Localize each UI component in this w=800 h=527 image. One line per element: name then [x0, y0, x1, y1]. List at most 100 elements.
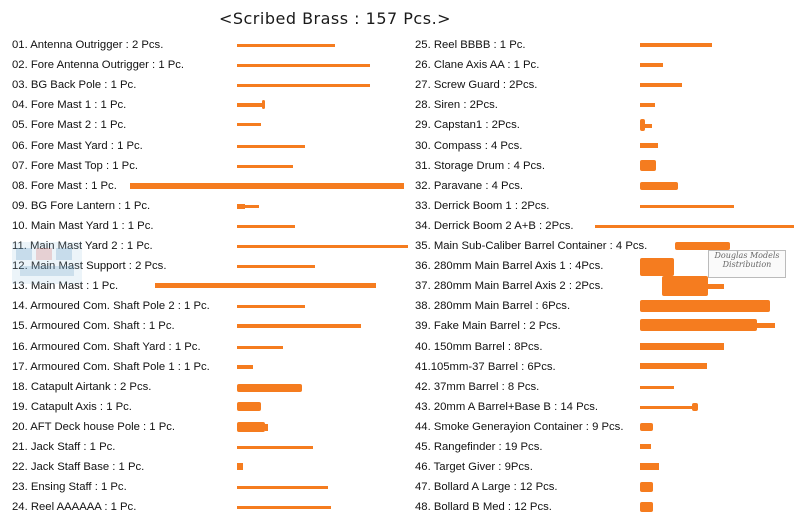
brass-part-drawing	[237, 164, 293, 168]
part-row: 41.105mm-37 Barrel : 6Pcs.	[415, 357, 707, 377]
brass-part-drawing	[640, 142, 658, 148]
part-row: 07. Fore Mast Top : 1 Pc.	[12, 156, 293, 176]
brass-part-drawing	[237, 345, 283, 349]
part-label: 14. Armoured Com. Shaft Pole 2 : 1 Pc.	[12, 300, 210, 313]
part-row: 35. Main Sub-Caliber Barrel Container : …	[415, 236, 730, 256]
brass-part-drawing	[640, 385, 674, 389]
brass-part-drawing	[237, 486, 328, 490]
part-label: 28. Siren : 2Pcs.	[415, 99, 498, 112]
part-label: 20. AFT Deck house Pole : 1 Pc.	[12, 420, 176, 433]
part-label: 05. Fore Mast 2 : 1 Pc.	[12, 119, 127, 132]
part-row: 39. Fake Main Barrel : 2 Pcs.	[415, 316, 775, 336]
part-label: 39. Fake Main Barrel : 2 Pcs.	[415, 320, 561, 333]
part-label: 24. Reel AAAAAA : 1 Pc.	[12, 501, 137, 514]
brass-part-drawing	[237, 64, 370, 68]
part-row: 27. Screw Guard : 2Pcs.	[415, 75, 682, 95]
brass-part-drawing	[640, 43, 712, 47]
part-row: 34. Derrick Boom 2 A+B : 2Pcs.	[415, 216, 794, 236]
part-row: 20. AFT Deck house Pole : 1 Pc.	[12, 417, 268, 437]
part-label: 38. 280mm Main Barrel : 6Pcs.	[415, 300, 571, 313]
part-label: 47. Bollard A Large : 12 Pcs.	[415, 481, 558, 494]
part-label: 31. Storage Drum : 4 Pcs.	[415, 159, 545, 172]
part-label: 18. Catapult Airtank : 2 Pcs.	[12, 380, 152, 393]
brass-part-drawing	[757, 323, 775, 329]
distributor-logo: Douglas Models Distribution	[708, 250, 786, 278]
brass-part-drawing	[692, 402, 698, 411]
brass-part-drawing	[595, 224, 794, 228]
part-label: 45. Rangefinder : 19 Pcs.	[415, 441, 543, 453]
part-row: 42. 37mm Barrel : 8 Pcs.	[415, 377, 674, 397]
part-label: 01. Antenna Outrigger : 2 Pcs.	[12, 39, 164, 51]
brass-part-drawing	[675, 242, 730, 250]
part-label: 02. Fore Antenna Outrigger : 1 Pc.	[12, 59, 185, 72]
brass-part-drawing	[237, 44, 335, 47]
brass-part-drawing	[640, 204, 734, 208]
brass-part-drawing	[640, 362, 707, 369]
brass-part-drawing	[237, 144, 305, 148]
part-label: 42. 37mm Barrel : 8 Pcs.	[415, 380, 540, 393]
part-row: 48. Bollard B Med : 12 Pcs.	[415, 497, 653, 517]
part-row: 21. Jack Staff : 1 Pc.	[12, 437, 313, 457]
part-label: 08. Fore Mast : 1 Pc.	[12, 179, 117, 192]
part-row: 22. Jack Staff Base : 1 Pc.	[12, 457, 243, 477]
page-title: <Scribed Brass : 157 Pcs.>	[218, 9, 452, 28]
brass-part-drawing	[640, 159, 656, 171]
part-row: 12. Main Mast Support : 2 Pcs.	[12, 256, 315, 276]
brass-part-drawing	[245, 204, 259, 208]
part-label: 11. Main Mast Yard 2 : 1 Pc.	[12, 240, 153, 252]
part-label: 41.105mm-37 Barrel : 6Pcs.	[415, 360, 556, 373]
brass-part-drawing	[155, 283, 376, 289]
brass-part-drawing	[237, 446, 313, 449]
part-row: 30. Compass : 4 Pcs.	[415, 136, 658, 156]
part-row: 09. BG Fore Lantern : 1 Pc.	[12, 196, 259, 216]
brass-part-drawing	[640, 119, 645, 132]
brass-part-drawing	[237, 364, 253, 369]
part-label: 33. Derrick Boom 1 : 2Pcs.	[415, 199, 550, 212]
part-label: 29. Capstan1 : 2Pcs.	[415, 119, 520, 132]
part-row: 17. Armoured Com. Shaft Pole 1 : 1 Pc.	[12, 357, 253, 377]
brass-part-drawing	[237, 203, 245, 209]
part-row: 08. Fore Mast : 1 Pc.	[12, 176, 404, 196]
part-row: 26. Clane Axis AA : 1 Pc.	[415, 55, 663, 75]
part-label: 35. Main Sub-Caliber Barrel Container : …	[415, 240, 648, 252]
brass-part-drawing	[640, 258, 674, 277]
part-row: 36. 280mm Main Barrel Axis 1 : 4Pcs.	[415, 256, 674, 277]
part-row: 11. Main Mast Yard 2 : 1 Pc.	[12, 236, 408, 256]
brass-part-drawing	[237, 421, 265, 432]
part-label: 10. Main Mast Yard 1 : 1 Pc.	[12, 219, 154, 232]
part-label: 37. 280mm Main Barrel Axis 2 : 2Pcs.	[415, 280, 604, 293]
part-label: 26. Clane Axis AA : 1 Pc.	[415, 59, 540, 72]
part-label: 03. BG Back Pole : 1 Pc.	[12, 79, 137, 92]
part-row: 02. Fore Antenna Outrigger : 1 Pc.	[12, 55, 370, 75]
brass-part-drawing	[640, 502, 653, 513]
brass-part-drawing	[237, 463, 243, 471]
brass-part-drawing	[640, 342, 724, 350]
brass-part-drawing	[708, 284, 724, 290]
brass-part-drawing	[237, 245, 408, 248]
part-row: 19. Catapult Axis : 1 Pc.	[12, 397, 261, 417]
part-label: 16. Armoured Com. Shaft Yard : 1 Pc.	[12, 340, 201, 353]
brass-part-drawing	[640, 422, 653, 431]
part-row: 10. Main Mast Yard 1 : 1 Pc.	[12, 216, 295, 236]
brass-part-drawing	[640, 103, 655, 108]
brass-part-drawing	[130, 182, 404, 189]
part-row: 45. Rangefinder : 19 Pcs.	[415, 437, 651, 457]
part-row: 04. Fore Mast 1 : 1 Pc.	[12, 95, 265, 115]
watermark-logo	[12, 242, 82, 284]
part-row: 32. Paravane : 4 Pcs.	[415, 176, 678, 196]
brass-part-drawing	[640, 63, 663, 68]
brass-part-drawing	[645, 124, 652, 129]
part-label: 04. Fore Mast 1 : 1 Pc.	[12, 99, 127, 112]
brass-part-drawing	[640, 463, 659, 471]
part-label: 32. Paravane : 4 Pcs.	[415, 179, 524, 192]
part-row: 23. Ensing Staff : 1 Pc.	[12, 477, 328, 497]
part-row: 33. Derrick Boom 1 : 2Pcs.	[415, 196, 734, 216]
brass-part-drawing	[237, 324, 361, 329]
part-label: 09. BG Fore Lantern : 1 Pc.	[12, 199, 151, 212]
brass-part-drawing	[237, 265, 315, 269]
part-row: 18. Catapult Airtank : 2 Pcs.	[12, 377, 302, 397]
brass-part-drawing	[640, 83, 682, 88]
distributor-logo-text: Douglas Models Distribution	[714, 251, 780, 269]
brass-part-drawing	[640, 482, 653, 493]
part-label: 15. Armoured Com. Shaft : 1 Pc.	[12, 320, 175, 333]
